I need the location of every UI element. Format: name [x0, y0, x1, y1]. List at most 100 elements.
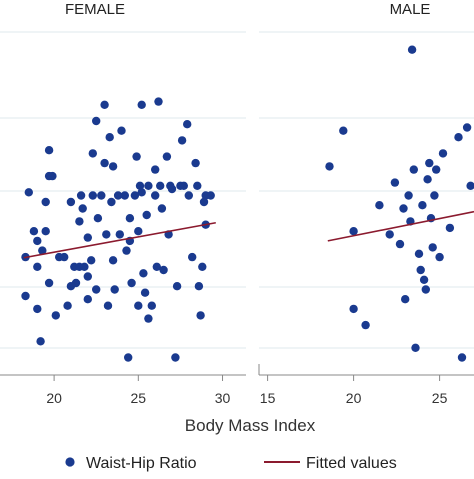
data-point — [135, 181, 145, 190]
data-point — [411, 343, 420, 352]
data-point — [430, 191, 439, 200]
data-point — [110, 285, 119, 294]
data-point — [80, 262, 89, 271]
data-point — [44, 146, 54, 155]
data-point — [151, 165, 160, 174]
data-point — [194, 282, 204, 291]
panel-title-male: MALE — [390, 1, 431, 18]
data-point — [107, 197, 116, 207]
data-point — [103, 301, 113, 310]
data-point — [385, 230, 394, 239]
data-point — [339, 126, 348, 135]
data-point — [102, 230, 111, 239]
data-point — [48, 171, 57, 181]
data-point — [137, 100, 146, 110]
x-tick-label: 25 — [432, 390, 448, 406]
data-point — [457, 353, 467, 362]
data-point — [38, 246, 47, 255]
data-point — [361, 320, 370, 330]
data-point — [401, 295, 410, 304]
data-point — [407, 45, 417, 54]
data-point — [117, 126, 126, 135]
data-point — [100, 158, 109, 168]
legend: Waist-Hip Ratio Fitted values — [65, 455, 397, 472]
data-point — [33, 236, 42, 246]
data-point — [88, 149, 98, 158]
fitted-line — [23, 221, 216, 259]
data-point — [124, 353, 133, 362]
data-point — [466, 181, 474, 190]
data-point — [198, 262, 207, 271]
data-point — [115, 230, 125, 239]
data-point — [171, 353, 180, 362]
data-point — [349, 227, 358, 236]
data-point — [97, 191, 106, 200]
data-point — [87, 256, 96, 265]
data-point — [199, 197, 209, 207]
data-point — [172, 282, 182, 291]
data-point — [122, 246, 131, 255]
data-point — [349, 304, 358, 314]
data-point — [423, 175, 432, 184]
x-tick-label: 20 — [46, 390, 62, 406]
data-point — [134, 301, 143, 310]
data-point — [24, 188, 33, 197]
data-point — [375, 201, 384, 210]
data-point — [179, 181, 188, 190]
data-point — [418, 201, 427, 210]
data-point — [88, 191, 98, 200]
data-point — [75, 217, 84, 226]
panel-title-female: FEMALE — [65, 1, 125, 18]
data-point — [438, 149, 448, 158]
data-point — [425, 158, 434, 168]
data-point — [183, 120, 192, 129]
data-point — [462, 123, 472, 132]
data-point — [416, 265, 425, 275]
legend-label-waist-hip-ratio: Waist-Hip Ratio — [86, 455, 197, 472]
data-point — [120, 191, 129, 200]
data-point — [63, 301, 72, 310]
data-point — [41, 197, 50, 207]
data-point — [130, 191, 140, 200]
data-point — [71, 278, 81, 288]
data-point — [419, 275, 429, 284]
fitted-line — [327, 210, 474, 242]
data-point — [147, 301, 156, 310]
data-point — [142, 210, 151, 220]
data-point — [29, 227, 39, 236]
x-tick-label: 30 — [215, 390, 231, 406]
data-point — [83, 295, 93, 304]
data-point — [154, 97, 163, 106]
data-point — [134, 227, 143, 236]
data-point — [137, 188, 146, 197]
data-point — [76, 191, 86, 200]
data-point — [36, 337, 45, 346]
x-axis-label: Body Mass Index — [185, 416, 316, 435]
data-point — [184, 191, 193, 200]
data-point — [108, 256, 118, 265]
data-point — [159, 265, 168, 275]
data-point — [399, 204, 408, 213]
data-point — [140, 288, 150, 297]
legend-label-fitted-values: Fitted values — [306, 455, 397, 472]
data-point — [59, 252, 69, 262]
data-point — [206, 191, 215, 200]
data-point — [390, 178, 400, 187]
x-tick-label: 15 — [260, 390, 276, 406]
data-point — [108, 162, 118, 171]
data-point — [193, 181, 202, 190]
data-point — [151, 191, 160, 200]
data-point — [395, 239, 405, 249]
data-point — [432, 165, 441, 174]
panel-female: FEMALE 20 25 30 — [0, 1, 246, 406]
data-point — [167, 184, 177, 194]
data-point — [152, 262, 161, 271]
data-point — [325, 162, 334, 171]
panels-layer: FEMALE 20 25 30 MALE 15 20 25 — [0, 1, 474, 406]
data-point — [113, 191, 123, 200]
data-point — [191, 158, 200, 168]
data-point — [21, 291, 30, 301]
data-point — [157, 204, 167, 213]
